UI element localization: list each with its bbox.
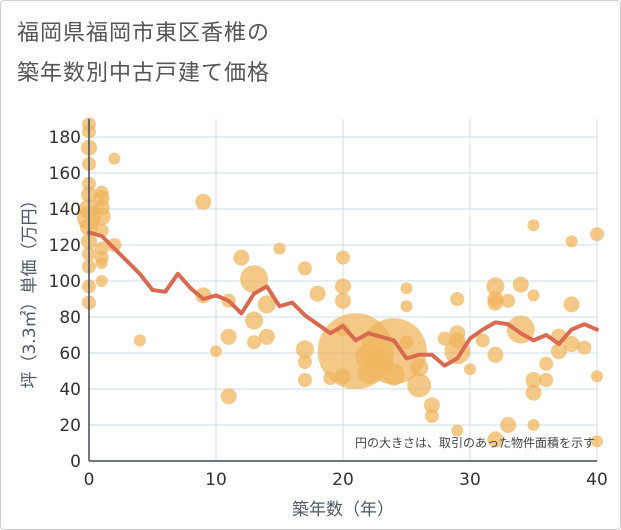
data-bubble [475, 333, 490, 348]
data-bubble [539, 356, 554, 371]
data-bubble [247, 335, 262, 350]
y-axis-title: 坪（3.3㎡）単価（万円） [20, 191, 40, 388]
bubble-size-note: 円の大きさは、取引のあった物件面積を示す [355, 435, 595, 450]
data-bubble [550, 343, 567, 360]
chart-title-line-1: 福岡県福岡市東区香椎の [17, 21, 271, 46]
y-tick-label: 60 [59, 344, 81, 364]
data-bubble [297, 373, 312, 387]
data-bubble [539, 373, 554, 387]
data-bubble [297, 261, 312, 276]
x-tick-label: 20 [332, 470, 354, 490]
data-bubble [195, 193, 212, 210]
data-bubble [95, 275, 108, 287]
data-bubble [410, 358, 429, 377]
y-tick-label: 40 [59, 380, 81, 400]
y-tick-label: 100 [49, 272, 81, 292]
x-tick-label: 30 [459, 470, 481, 490]
data-bubble [257, 295, 276, 314]
data-bubble [590, 227, 604, 242]
data-bubble [591, 435, 603, 448]
x-tick-label: 0 [84, 470, 95, 490]
data-bubble [525, 384, 542, 401]
data-bubble [309, 285, 326, 302]
data-bubble [423, 397, 440, 414]
data-bubble [108, 152, 121, 165]
data-bubble [245, 311, 264, 330]
data-bubble [577, 340, 592, 355]
data-bubble [527, 419, 540, 431]
data-bubble [501, 293, 516, 308]
data-bubble [487, 431, 504, 448]
data-bubble [92, 207, 111, 226]
data-bubble [258, 328, 275, 345]
data-bubble [107, 238, 122, 252]
data-bubble [335, 292, 351, 309]
data-bubble [565, 235, 578, 248]
data-bubble [451, 424, 464, 437]
data-bubble [450, 292, 465, 306]
data-bubble [95, 257, 108, 269]
x-tick-label: 40 [586, 470, 608, 490]
data-bubble [382, 363, 405, 386]
data-bubble [220, 388, 237, 405]
data-bubble [487, 294, 504, 311]
data-bubble [399, 335, 414, 350]
y-tick-label: 0 [70, 452, 81, 472]
data-bubble [400, 282, 413, 295]
data-bubble [407, 373, 432, 398]
data-bubble [563, 296, 580, 313]
data-bubble [240, 265, 269, 294]
data-bubble [233, 249, 250, 266]
data-bubble [220, 328, 237, 345]
y-tick-label: 120 [49, 236, 81, 256]
x-axis-title: 築年数（年） [292, 500, 394, 520]
data-bubble [295, 340, 314, 359]
data-bubble [400, 300, 413, 313]
data-bubble [297, 355, 312, 369]
data-bubble [525, 372, 542, 388]
data-bubble [464, 363, 476, 376]
data-bubble [210, 345, 222, 358]
data-bubble [486, 277, 505, 296]
data-bubble [336, 250, 350, 265]
data-bubble [500, 417, 517, 433]
data-bubble [527, 289, 540, 302]
data-bubble [424, 409, 439, 423]
data-bubble [273, 242, 286, 255]
data-bubble [527, 219, 540, 232]
y-tick-label: 140 [49, 200, 81, 220]
data-bubble [335, 278, 351, 295]
average-price-line [87, 230, 599, 368]
data-bubble [133, 334, 146, 347]
y-tick-label: 180 [49, 128, 81, 148]
data-bubble [487, 346, 504, 363]
y-tick-label: 80 [59, 308, 81, 328]
data-bubble [563, 336, 580, 352]
data-bubble [591, 370, 603, 383]
y-tick-label: 160 [49, 164, 81, 184]
y-tick-label: 20 [59, 416, 81, 436]
data-bubble [512, 276, 529, 293]
chart-title-line-2: 築年数別中古戸建て価格 [17, 61, 271, 86]
x-tick-label: 10 [205, 470, 227, 490]
